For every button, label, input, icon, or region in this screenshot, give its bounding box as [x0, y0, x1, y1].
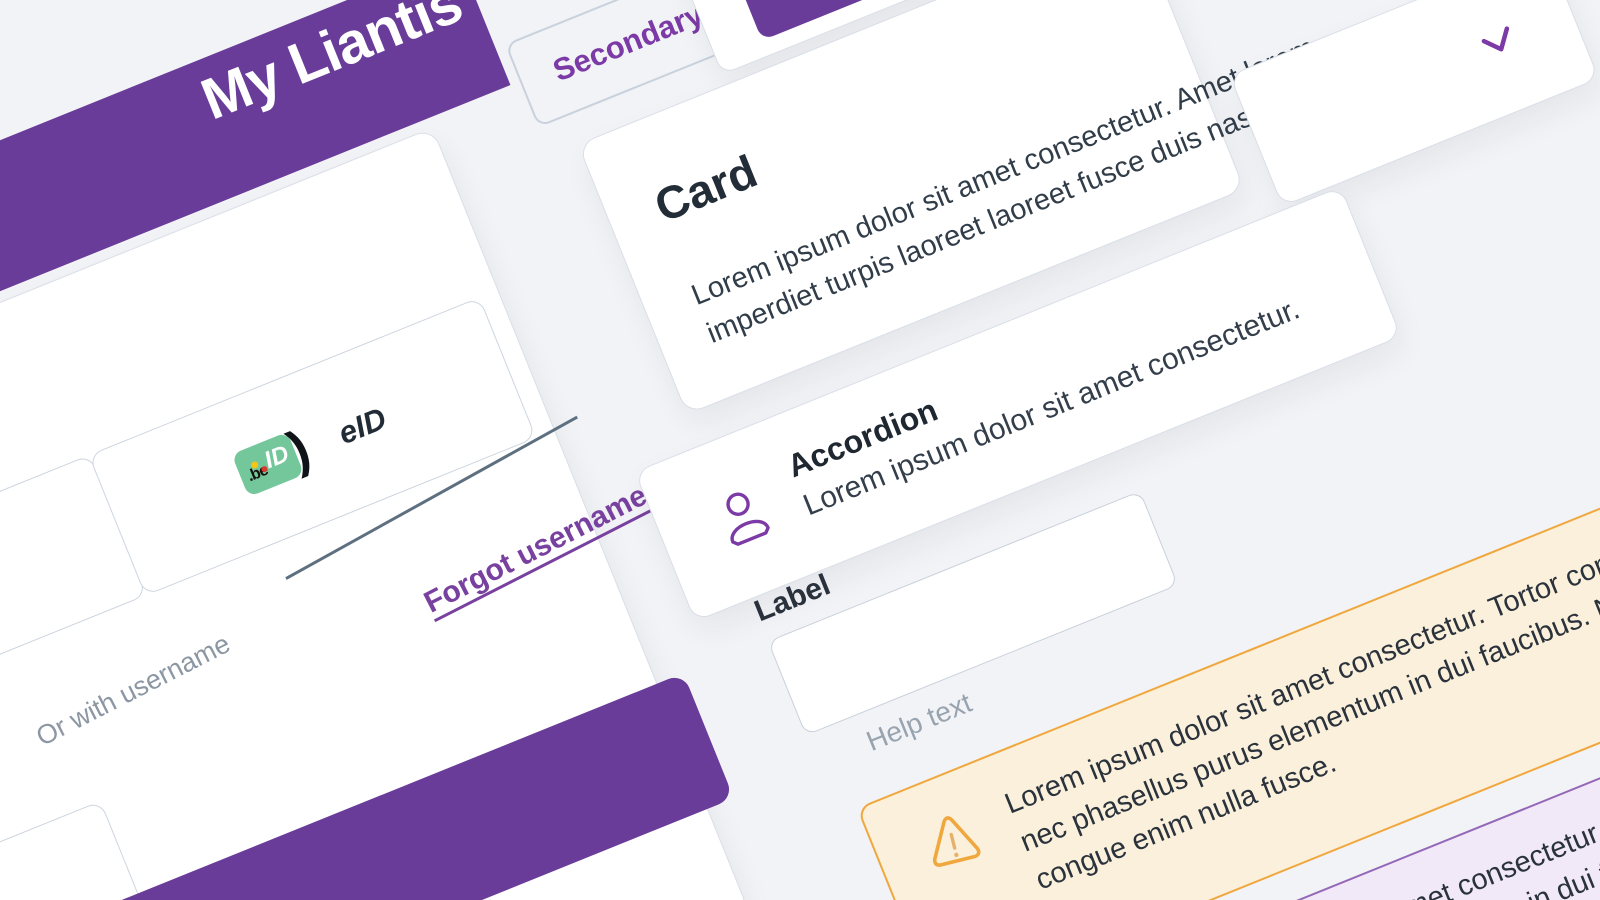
- user-icon: [726, 492, 770, 546]
- eid-button-label: eID: [333, 400, 392, 452]
- warning-triangle-icon: [932, 816, 981, 867]
- chevron-down-icon: [1481, 26, 1510, 52]
- beid-logo-icon: .be ID ): [230, 417, 335, 500]
- select-dropdown[interactable]: [1229, 0, 1600, 207]
- app-title: My Liantis: [192, 0, 471, 133]
